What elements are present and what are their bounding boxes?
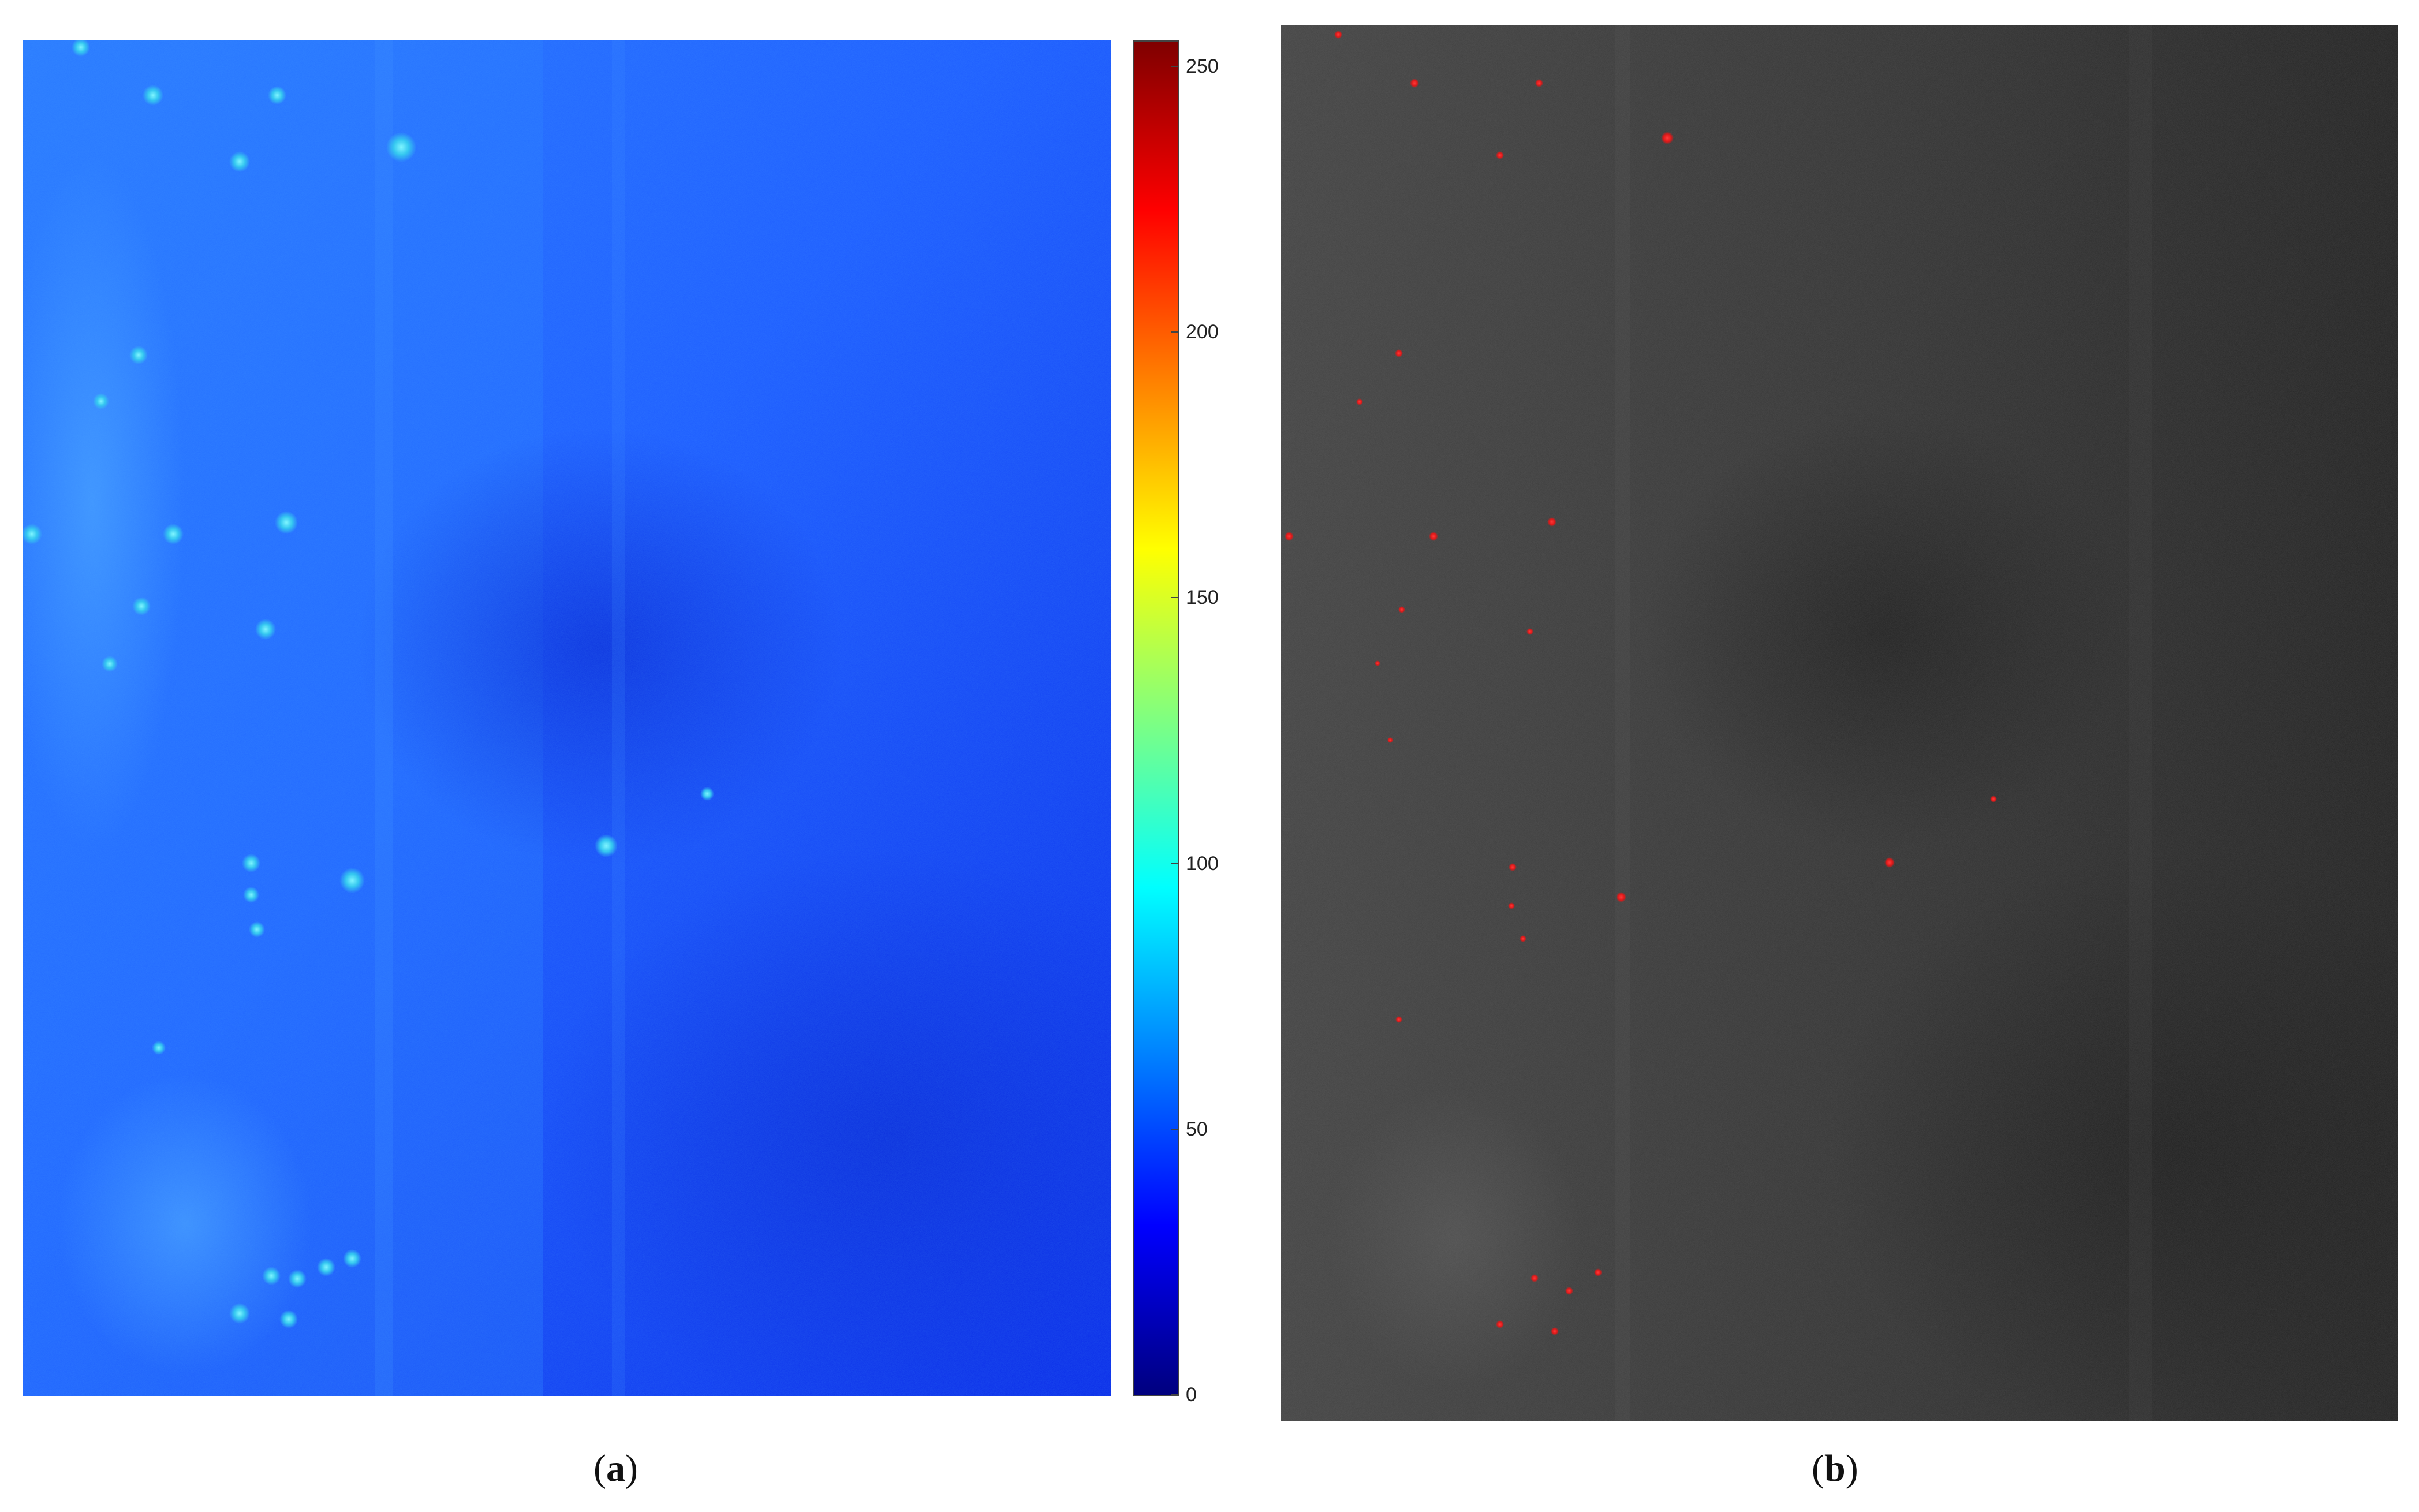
panel-a-colorbar: 0 50 100 150 200 250	[1133, 40, 1219, 1405]
colorbar-tick-250	[1171, 66, 1179, 67]
detected-spot-marker	[1990, 796, 1997, 802]
bright-spot	[93, 393, 109, 409]
detected-spot-marker	[1387, 737, 1393, 743]
bright-spot	[317, 1258, 335, 1276]
detected-spot-marker	[1547, 517, 1556, 527]
bright-spot	[700, 787, 714, 801]
panel-a-heatmap-image	[23, 40, 1111, 1396]
colorbar-label-100: 100	[1186, 853, 1219, 875]
detected-spot-marker	[1520, 935, 1526, 942]
colorbar-gradient	[1133, 40, 1179, 1396]
bright-spot	[102, 656, 118, 672]
bright-spot	[163, 524, 184, 544]
detected-spot-marker	[1884, 857, 1895, 868]
bright-spot	[132, 597, 151, 615]
colorbar-label-200: 200	[1186, 321, 1219, 343]
panel-b-grayscale-svg	[1281, 25, 2398, 1421]
bright-spot	[152, 1041, 166, 1055]
panel-a-heatmap-svg	[23, 40, 1111, 1396]
colorbar-label-50: 50	[1186, 1118, 1208, 1140]
detected-spot-marker	[1410, 79, 1419, 88]
panel-b-detected-spots	[1285, 31, 1997, 1335]
bright-spot	[143, 85, 163, 106]
detected-spot-marker	[1508, 902, 1515, 909]
caption-a-open: (	[593, 1447, 606, 1489]
detected-spot-marker	[1395, 349, 1403, 357]
detected-spot-marker	[1551, 1327, 1559, 1335]
detected-spot-marker	[1496, 1320, 1504, 1328]
detected-spot-marker	[1530, 1274, 1539, 1282]
colorbar-tick-0	[1171, 1394, 1179, 1395]
detected-spot-marker	[1509, 863, 1517, 871]
bright-spot	[229, 151, 250, 172]
bright-spot	[242, 854, 260, 872]
bright-spot	[386, 132, 416, 162]
colorbar-label-0: 0	[1186, 1384, 1197, 1406]
bright-spot	[339, 868, 365, 893]
colorbar-tick-100	[1171, 863, 1179, 864]
detected-spot-marker	[1594, 1268, 1602, 1276]
bright-spot	[343, 1249, 361, 1268]
colorbar-tick-50	[1171, 1129, 1179, 1130]
colorbar-label-150: 150	[1186, 587, 1219, 608]
caption-a-letter: a	[606, 1447, 625, 1489]
bright-spot	[275, 511, 298, 534]
caption-b-close: )	[1845, 1447, 1858, 1489]
caption-a: (a)	[593, 1450, 638, 1488]
bright-spot	[595, 834, 618, 857]
detected-spot-marker	[1334, 31, 1342, 39]
detected-spot-marker	[1565, 1287, 1573, 1295]
colorbar-tick-200	[1171, 331, 1179, 333]
bright-spot	[243, 887, 259, 903]
bright-spot	[268, 86, 286, 104]
caption-b-letter: b	[1824, 1447, 1846, 1489]
detected-spot-marker	[1429, 532, 1438, 541]
bright-spot	[249, 921, 265, 938]
detected-spot-marker	[1496, 151, 1504, 159]
bright-spot	[23, 524, 42, 544]
bright-spot	[129, 346, 148, 364]
colorbar-label-250: 250	[1186, 55, 1219, 77]
detected-spot-marker	[1616, 892, 1626, 902]
bright-spot	[255, 619, 276, 640]
detected-spot-marker	[1395, 1016, 1402, 1023]
bright-spot	[229, 1303, 250, 1324]
detected-spot-marker	[1398, 606, 1405, 613]
detected-spot-marker	[1356, 398, 1363, 405]
detected-spot-marker	[1526, 628, 1533, 635]
caption-b-open: (	[1812, 1447, 1824, 1489]
bright-spot	[288, 1270, 307, 1288]
detected-spot-marker	[1285, 532, 1294, 541]
colorbar-tick-150	[1171, 597, 1179, 598]
bright-spot	[262, 1267, 281, 1285]
bright-spot	[279, 1310, 298, 1328]
panel-b-grayscale-image	[1281, 25, 2398, 1421]
caption-b: (b)	[1812, 1450, 1858, 1488]
detected-spot-marker	[1535, 79, 1543, 87]
detected-spot-marker	[1375, 660, 1380, 666]
caption-a-close: )	[625, 1447, 638, 1489]
panel-a-bright-spots	[23, 40, 714, 1328]
bright-spot	[72, 40, 90, 57]
detected-spot-marker	[1661, 132, 1674, 144]
